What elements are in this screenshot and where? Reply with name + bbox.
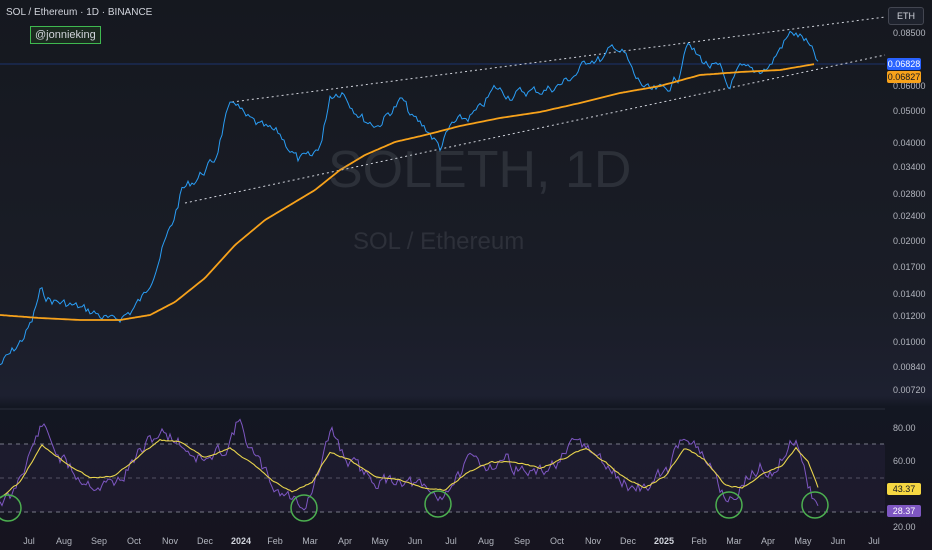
price-axis-tick: 0.04000	[893, 138, 926, 148]
time-axis-tick: Feb	[691, 536, 707, 546]
time-axis-tick: Apr	[337, 536, 353, 546]
price-axis-tick: 0.08500	[893, 28, 926, 38]
price-axis-tick: 0.02000	[893, 236, 926, 246]
watermark-name: SOL / Ethereum	[353, 228, 525, 255]
time-axis-tick: Aug	[55, 536, 73, 546]
channel-upper-line[interactable]	[231, 16, 886, 103]
time-axis-tick: Dec	[196, 536, 214, 546]
time-axis-tick: Nov	[584, 536, 602, 546]
oversold-circle	[424, 490, 452, 518]
oversold-circle	[0, 494, 22, 522]
ma-price-label: 0.06827	[887, 71, 921, 83]
time-axis-tick: Mar	[302, 536, 318, 546]
oversold-circle	[715, 491, 743, 519]
rsi-axis-tick: 20.00	[893, 522, 916, 532]
oversold-circle	[801, 491, 829, 519]
time-axis-tick: Mar	[726, 536, 742, 546]
time-axis-tick: Jul	[445, 536, 457, 546]
time-axis-tick: Oct	[126, 536, 142, 546]
time-axis-tick: Dec	[619, 536, 637, 546]
rsi-value-label: 28.37	[887, 505, 921, 517]
price-axis-tick: 0.05000	[893, 106, 926, 116]
time-axis-tick: Apr	[760, 536, 776, 546]
rsi-line	[0, 418, 819, 511]
last-price-label: 0.06828	[887, 58, 921, 70]
price-axis-tick: 0.03400	[893, 162, 926, 172]
watermark-ticker: SOLETH, 1D	[328, 141, 632, 199]
rsi-signal-line	[0, 438, 819, 499]
price-axis-tick: 0.01400	[893, 289, 926, 299]
price-axis-tick: 0.02400	[893, 211, 926, 221]
time-axis-tick: Jul	[868, 536, 880, 546]
price-axis-tick: 0.02800	[893, 189, 926, 199]
time-axis-tick: Jun	[407, 536, 423, 546]
time-axis-tick: Sep	[513, 536, 531, 546]
author-badge: @jonnieking	[30, 26, 101, 44]
time-axis-year: 2025	[653, 536, 675, 546]
time-axis-tick: Aug	[477, 536, 495, 546]
time-axis-tick: Feb	[267, 536, 283, 546]
price-axis-tick: 0.01000	[893, 337, 926, 347]
rsi-axis-tick: 60.00	[893, 456, 916, 466]
currency-button[interactable]: ETH	[888, 7, 924, 25]
time-axis-tick: Sep	[90, 536, 108, 546]
time-axis-year: 2024	[230, 536, 252, 546]
price-series	[0, 30, 819, 366]
time-axis-tick: Oct	[549, 536, 565, 546]
time-axis-tick: May	[794, 536, 812, 546]
time-axis-tick: May	[371, 536, 389, 546]
rsi-signal-label: 43.37	[887, 483, 921, 495]
channel-lower-line[interactable]	[184, 54, 886, 204]
price-axis-tick: 0.01700	[893, 262, 926, 272]
time-axis-tick: Jul	[23, 536, 35, 546]
rsi-band-fill	[0, 444, 885, 512]
rsi-axis-tick: 80.00	[893, 423, 916, 433]
price-axis-tick: 0.00720	[893, 385, 926, 395]
price-axis-tick: 0.06000	[893, 81, 926, 91]
time-axis-tick: Jun	[830, 536, 846, 546]
oversold-circle	[290, 494, 318, 522]
time-axis-tick: Nov	[161, 536, 179, 546]
price-axis-tick: 0.01200	[893, 311, 926, 321]
chart-title[interactable]: SOL / Ethereum · 1D · BINANCE	[6, 7, 153, 18]
moving-average-line	[0, 63, 815, 321]
price-axis-tick: 0.00840	[893, 362, 926, 372]
